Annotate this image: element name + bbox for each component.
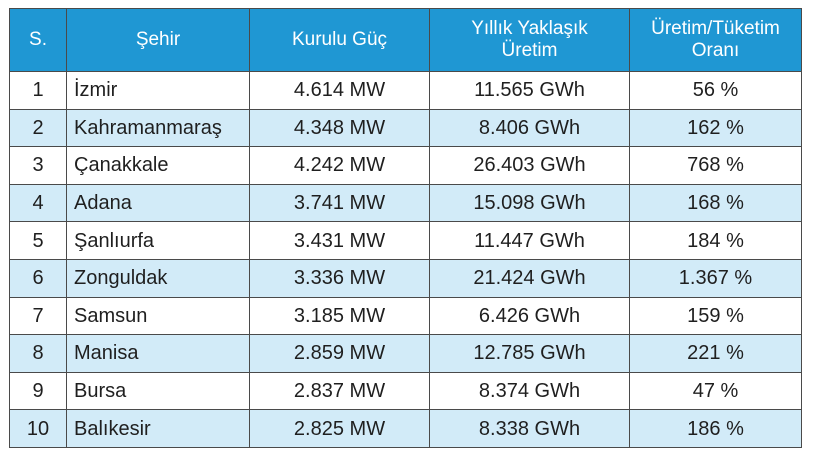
header-ratio: Üretim/Tüketim Oranı [629, 8, 802, 72]
cell-city: Manisa [66, 334, 250, 373]
table-row: 10 Balıkesir 2.825 MW 8.338 GWh 186 % [9, 409, 802, 448]
cell-ratio: 159 % [629, 296, 802, 336]
cell-capacity: 3.185 MW [249, 296, 430, 336]
header-production-line1: Yıllık Yaklaşık [471, 18, 588, 39]
cell-city: İzmir [66, 71, 250, 110]
cell-capacity: 3.741 MW [249, 183, 430, 223]
cell-ratio: 162 % [629, 108, 802, 148]
cell-no: 10 [9, 409, 67, 448]
cell-production: 26.403 GWh [429, 146, 630, 185]
cell-ratio: 184 % [629, 221, 802, 260]
cell-production: 6.426 GWh [429, 296, 630, 336]
cell-city: Şanlıurfa [66, 221, 250, 260]
cell-no: 8 [9, 334, 67, 373]
cell-city: Balıkesir [66, 409, 250, 448]
cell-production: 21.424 GWh [429, 258, 630, 298]
cell-ratio: 1.367 % [629, 258, 802, 298]
cell-no: 5 [9, 221, 67, 260]
table-container: S. Şehir Kurulu Güç Yıllık Yaklaşık Üret… [9, 8, 802, 448]
table-header: S. Şehir Kurulu Güç Yıllık Yaklaşık Üret… [9, 8, 802, 72]
table-row: 3 Çanakkale 4.242 MW 26.403 GWh 768 % [9, 146, 802, 185]
cell-ratio: 221 % [629, 334, 802, 373]
cell-no: 2 [9, 108, 67, 148]
cell-capacity: 2.825 MW [249, 409, 430, 448]
table-row: 2 Kahramanmaraş 4.348 MW 8.406 GWh 162 % [9, 108, 802, 148]
cell-production: 12.785 GWh [429, 334, 630, 373]
header-capacity: Kurulu Güç [249, 8, 430, 72]
cell-production: 15.098 GWh [429, 183, 630, 223]
cell-production: 8.406 GWh [429, 108, 630, 148]
cell-city: Kahramanmaraş [66, 108, 250, 148]
cell-no: 6 [9, 258, 67, 298]
cell-production: 8.374 GWh [429, 371, 630, 411]
table-row: 6 Zonguldak 3.336 MW 21.424 GWh 1.367 % [9, 258, 802, 298]
cell-no: 4 [9, 183, 67, 223]
header-ratio-line2: Oranı [691, 40, 740, 61]
cell-capacity: 2.859 MW [249, 334, 430, 373]
cell-no: 9 [9, 371, 67, 411]
cell-no: 1 [9, 71, 67, 110]
cell-capacity: 3.431 MW [249, 221, 430, 260]
cell-ratio: 47 % [629, 371, 802, 411]
cell-ratio: 768 % [629, 146, 802, 185]
header-production-line2: Üretim [501, 40, 558, 61]
cell-city: Adana [66, 183, 250, 223]
table-row: 1 İzmir 4.614 MW 11.565 GWh 56 % [9, 71, 802, 110]
cell-production: 11.565 GWh [429, 71, 630, 110]
cell-capacity: 3.336 MW [249, 258, 430, 298]
table-row: 9 Bursa 2.837 MW 8.374 GWh 47 % [9, 371, 802, 411]
header-production: Yıllık Yaklaşık Üretim [429, 8, 630, 72]
cell-capacity: 4.614 MW [249, 71, 430, 110]
table-row: 7 Samsun 3.185 MW 6.426 GWh 159 % [9, 296, 802, 336]
cell-production: 8.338 GWh [429, 409, 630, 448]
cell-ratio: 186 % [629, 409, 802, 448]
header-city: Şehir [66, 8, 250, 72]
table-body: 1 İzmir 4.614 MW 11.565 GWh 56 % 2 Kahramanmar… [9, 71, 802, 448]
table-row: 5 Şanlıurfa 3.431 MW 11.447 GWh 184 % [9, 221, 802, 260]
cell-capacity: 2.837 MW [249, 371, 430, 411]
cell-capacity: 4.348 MW [249, 108, 430, 148]
cell-ratio: 56 % [629, 71, 802, 110]
table-row: 4 Adana 3.741 MW 15.098 GWh 168 % [9, 183, 802, 223]
cell-ratio: 168 % [629, 183, 802, 223]
header-ratio-line1: Üretim/Tüketim [651, 18, 780, 39]
power-plants-table: S. Şehir Kurulu Güç Yıllık Yaklaşık Üret… [9, 8, 802, 448]
cell-capacity: 4.242 MW [249, 146, 430, 185]
header-row: S. Şehir Kurulu Güç Yıllık Yaklaşık Üret… [9, 8, 802, 72]
cell-no: 7 [9, 296, 67, 336]
cell-no: 3 [9, 146, 67, 185]
cell-city: Bursa [66, 371, 250, 411]
cell-city: Samsun [66, 296, 250, 336]
table-row: 8 Manisa 2.859 MW 12.785 GWh 221 % [9, 334, 802, 373]
cell-city: Çanakkale [66, 146, 250, 185]
cell-production: 11.447 GWh [429, 221, 630, 260]
cell-city: Zonguldak [66, 258, 250, 298]
header-no: S. [9, 8, 67, 72]
